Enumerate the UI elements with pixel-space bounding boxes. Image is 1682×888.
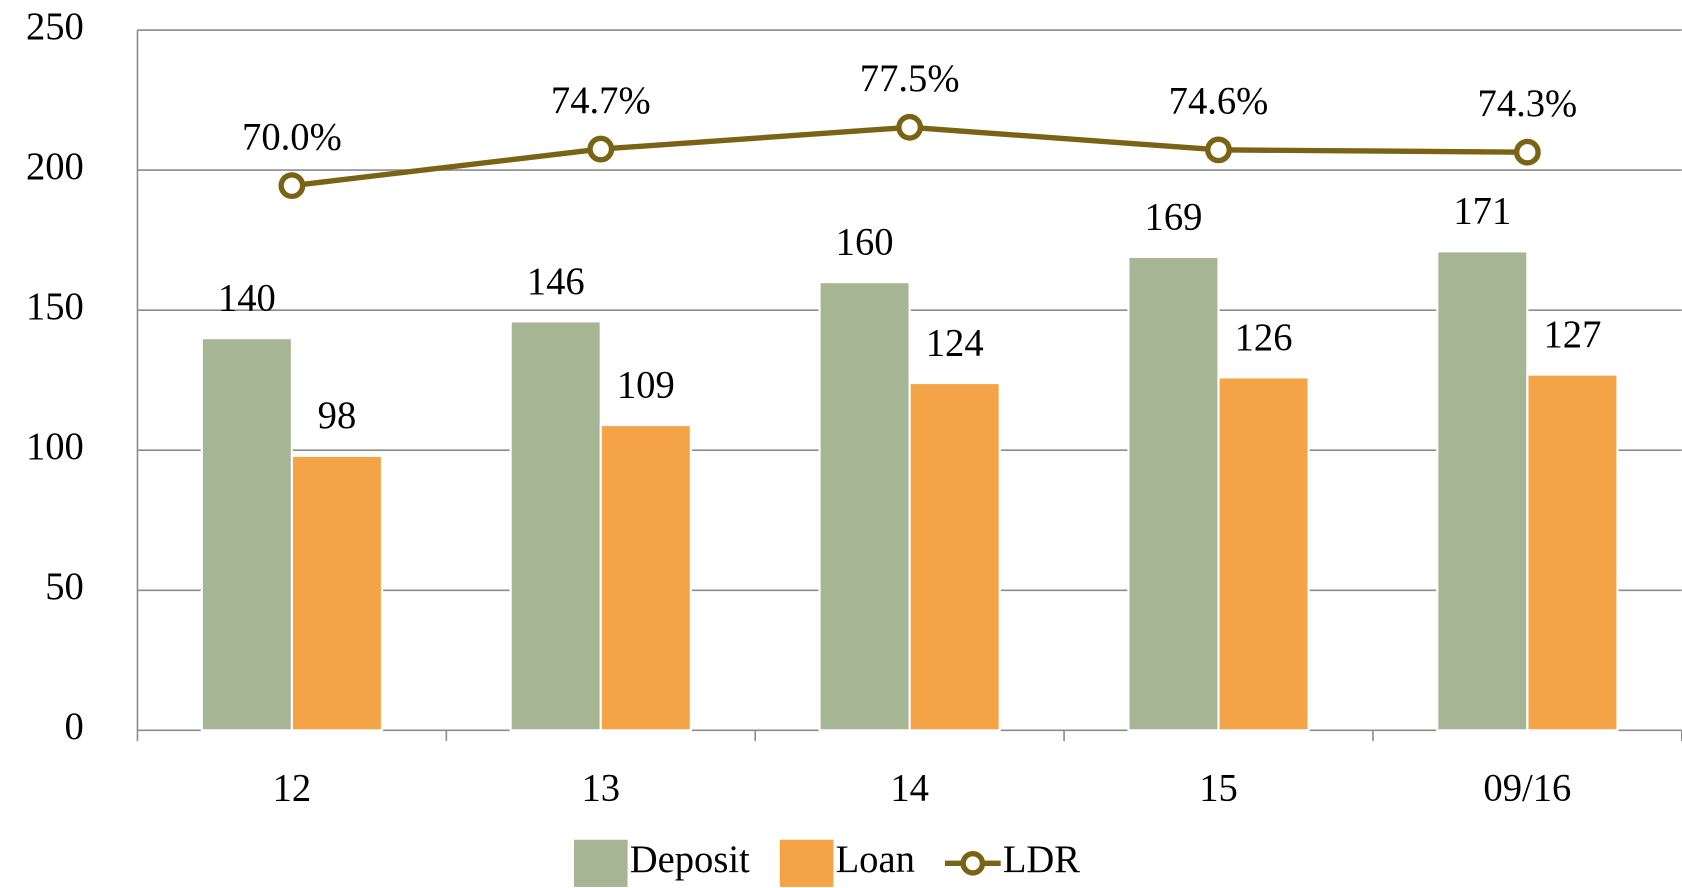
y-tick-label: 250 [26,6,84,48]
line-marker [1205,136,1232,164]
data-label: 77.5% [860,58,960,100]
data-label: 74.7% [551,80,651,122]
bar [1127,255,1220,732]
y-tick-label: 150 [26,286,84,328]
bar [818,281,911,732]
bar [290,454,384,732]
line-marker [896,113,924,141]
bar [509,320,602,732]
legend-label: Loan [836,839,915,881]
x-tick-label: 12 [273,767,312,809]
data-label: 109 [617,364,675,406]
line-marker [1513,138,1541,166]
data-label: 126 [1235,317,1293,359]
data-label: 74.3% [1478,83,1578,125]
y-tick-label: 0 [65,706,84,748]
bar [908,381,1001,732]
line-marker [278,172,306,200]
y-tick-label: 100 [26,426,84,468]
x-tick-label: 14 [890,767,929,809]
data-label: 146 [527,261,585,303]
data-label: 171 [1453,191,1511,233]
legend-label: Deposit [630,839,750,881]
x-tick-label: 15 [1199,767,1238,809]
data-label: 70.0% [242,116,342,158]
legend-label: LDR [1003,839,1080,881]
bar [200,337,293,732]
bar [1526,373,1619,732]
legend-swatch [960,851,986,876]
y-tick-label: 50 [45,566,84,608]
x-tick-label: 13 [581,767,620,809]
bar [599,423,692,732]
data-label: 124 [926,322,984,364]
y-tick-label: 200 [26,146,84,188]
bar [1436,250,1529,732]
bar [1217,376,1310,732]
data-label: 169 [1145,196,1203,238]
data-label: 74.6% [1169,81,1269,123]
x-tick-label: 09/16 [1483,767,1571,809]
legend-swatch [573,839,628,887]
data-label: 160 [836,222,894,264]
data-label: 98 [318,395,357,437]
line-marker [587,135,615,163]
data-label: 140 [218,278,276,320]
data-label: 127 [1543,314,1601,356]
legend-swatch [779,839,834,887]
